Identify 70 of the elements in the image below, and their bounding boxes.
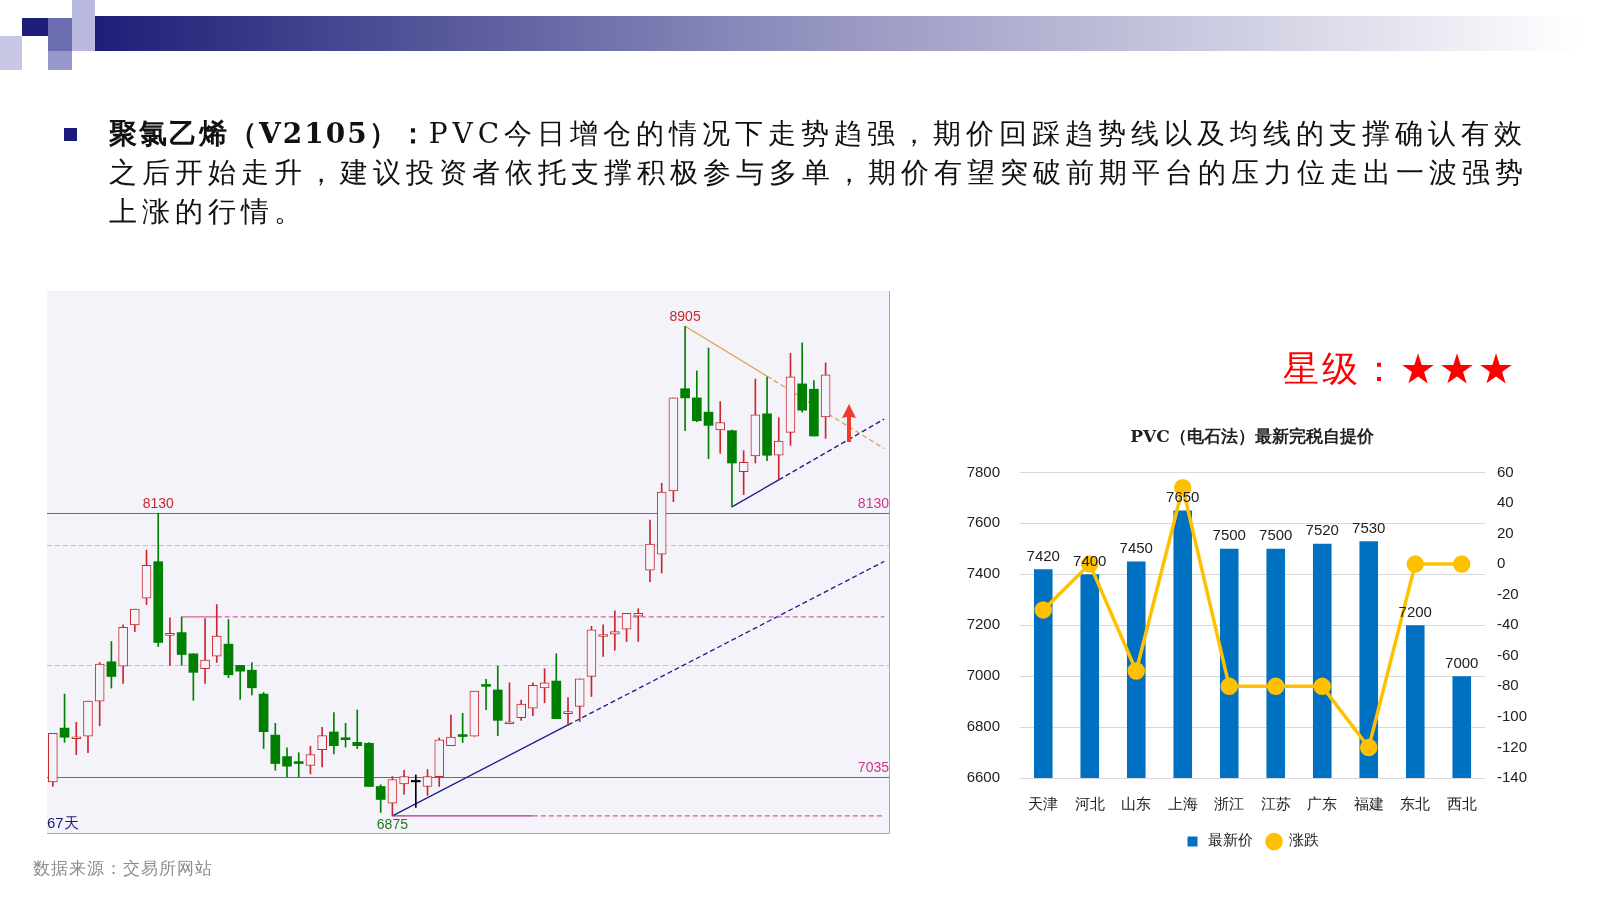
y2-tick-label: -100	[1497, 707, 1528, 725]
x-tick-label: 山东	[1121, 794, 1152, 813]
x-tick-label: 西北	[1446, 794, 1477, 813]
y-tick-label: 7600	[966, 513, 1000, 531]
legend-label: 涨跌	[1289, 831, 1319, 850]
y2-tick-label: 60	[1497, 462, 1514, 480]
candlestick	[293, 752, 304, 778]
point	[1267, 677, 1285, 696]
y2-tick-label: -20	[1497, 584, 1519, 602]
x-tick-label: 上海	[1167, 794, 1198, 813]
y2-tick-label: -40	[1497, 615, 1519, 633]
point	[1127, 662, 1145, 680]
y2-tick-label: -80	[1497, 676, 1519, 694]
candlestick	[773, 417, 784, 481]
candlestick	[563, 697, 573, 727]
point	[1360, 738, 1378, 757]
data-label: 7500	[1212, 526, 1246, 544]
data-label: 7500	[1259, 526, 1293, 544]
y-tick-label: 7000	[966, 666, 1000, 684]
y2-tick-label: -120	[1497, 737, 1528, 755]
point	[1406, 555, 1424, 573]
x-tick-label: 福建	[1353, 794, 1384, 813]
legend-label: 最新价	[1207, 831, 1253, 850]
data-label: 7450	[1119, 539, 1153, 557]
x-tick-label: 东北	[1400, 794, 1431, 813]
ref-line-label: 7035	[857, 759, 890, 776]
annotation: 67天	[47, 813, 79, 831]
x-tick-label: 浙江	[1214, 794, 1245, 813]
x-tick-label: 江苏	[1260, 794, 1291, 813]
annotation: 8905	[669, 308, 701, 325]
point	[1220, 677, 1238, 696]
point	[1034, 601, 1052, 619]
point	[1453, 555, 1471, 573]
chart-title: PVC（电石法）最新完税自提价	[1130, 425, 1375, 446]
source-note: 数据来源：交易所网站	[33, 857, 213, 880]
text: 星级：★★★	[1283, 347, 1517, 391]
candlestick	[235, 665, 246, 700]
candlestick	[680, 325, 690, 432]
y2-tick-label: 0	[1497, 554, 1506, 572]
y-tick-label: 6600	[966, 768, 1000, 786]
point	[1313, 677, 1331, 696]
ref-line-label: 8130	[857, 495, 890, 512]
candlestick	[352, 709, 363, 749]
y-tick-label: 7400	[966, 564, 1000, 582]
annotation: 6875	[376, 815, 409, 832]
y-tick-label: 7800	[966, 462, 1000, 480]
data-label: 7420	[1026, 546, 1060, 564]
y-tick-label: 7200	[966, 615, 1000, 633]
x-tick-label: 天津	[1028, 794, 1059, 813]
x-tick-label: 河北	[1074, 794, 1105, 813]
y2-tick-label: -140	[1497, 768, 1528, 786]
candlestick	[715, 401, 726, 454]
candlestick	[610, 610, 620, 651]
candlestick	[165, 617, 175, 666]
candlestick	[410, 774, 421, 808]
text: 聚氯乙烯（V2105）：	[109, 117, 429, 150]
candlestick	[481, 679, 491, 711]
y2-tick-label: 20	[1497, 523, 1514, 541]
data-label: 7000	[1445, 653, 1479, 671]
y2-tick-label: -60	[1497, 645, 1519, 663]
y2-tick-label: 40	[1497, 493, 1514, 511]
data-label: 7520	[1305, 521, 1339, 539]
candlestick	[633, 608, 644, 642]
candlestick	[598, 624, 608, 657]
x-tick-label: 广东	[1307, 794, 1338, 813]
y-tick-label: 6800	[966, 717, 1000, 735]
data-label: 7530	[1352, 518, 1386, 536]
candlestick	[71, 721, 82, 755]
candlestick	[200, 618, 210, 684]
annotation: 8130	[142, 495, 175, 512]
